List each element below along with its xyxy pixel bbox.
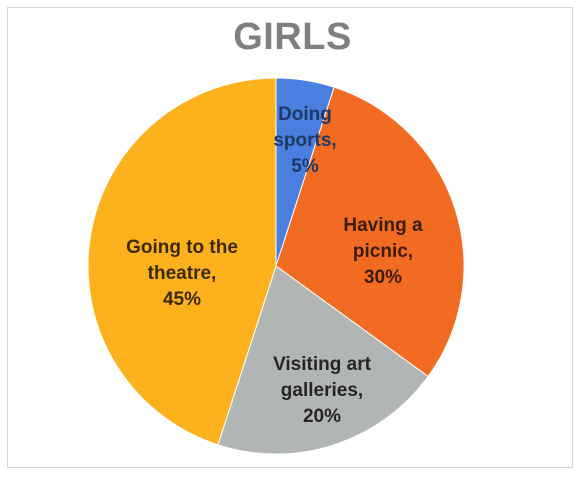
slice-having-a-picnic [275,86,465,378]
slice-having-a-picnic-label: Having a picnic, 30% [343,215,423,288]
slice-visiting-art-galleries [217,265,429,455]
chart-title: GIRLS [233,16,352,58]
slice-visiting-art-galleries-label: Visiting art galleries, 20% [273,354,372,427]
slice-doing-sports-label: Doing sports, 5% [273,104,336,177]
slice-going-to-the-theatre [87,77,277,446]
pie-labels: Doing sports, 5%Having a picnic, 30% Visiting… [126,104,423,427]
slice-going-to-the-theatre-label: Going to the theatre, 45% [126,237,238,310]
pie-slices [87,77,465,455]
